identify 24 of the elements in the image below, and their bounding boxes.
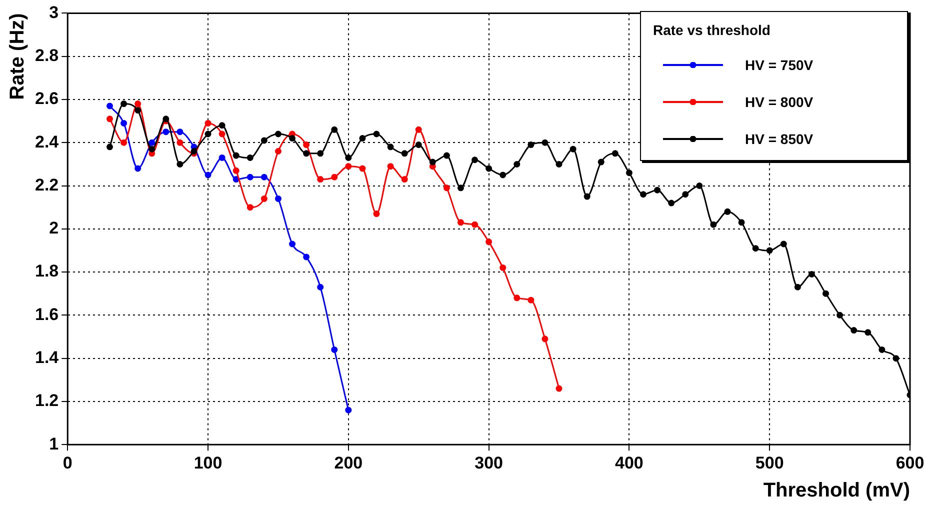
y-tick-label: 3 <box>49 2 59 22</box>
y-tick-label: 1.2 <box>34 391 59 410</box>
y-tick-label: 1 <box>49 434 59 454</box>
y-tick-label: 2.4 <box>34 132 60 152</box>
x-tick-label: 500 <box>755 453 784 472</box>
y-tick-label: 1.8 <box>34 262 59 281</box>
y-tick-label: 2 <box>49 218 59 238</box>
y-tick-label: 2.2 <box>34 175 59 194</box>
y-tick-label: 2.6 <box>34 89 59 108</box>
y-tick-label: 1.4 <box>34 348 60 368</box>
legend-label: HV = 850V <box>745 131 814 147</box>
x-tick-label: 400 <box>615 453 644 472</box>
legend-label: HV = 750V <box>745 57 814 73</box>
legend-title: Rate vs threshold <box>653 22 772 38</box>
legend-label: HV = 800V <box>745 94 814 110</box>
y-tick-label: 1.6 <box>34 304 59 324</box>
y-axis-title: Rate (Hz) <box>6 13 29 100</box>
x-tick-label: 600 <box>896 453 924 472</box>
x-tick-label: 0 <box>62 453 72 472</box>
x-tick-label: 300 <box>474 453 504 472</box>
y-tick-label: 2.8 <box>34 46 59 66</box>
x-tick-label: 200 <box>334 453 363 472</box>
x-tick-label: 100 <box>194 453 222 472</box>
x-axis-title: Threshold (mV) <box>763 480 910 502</box>
